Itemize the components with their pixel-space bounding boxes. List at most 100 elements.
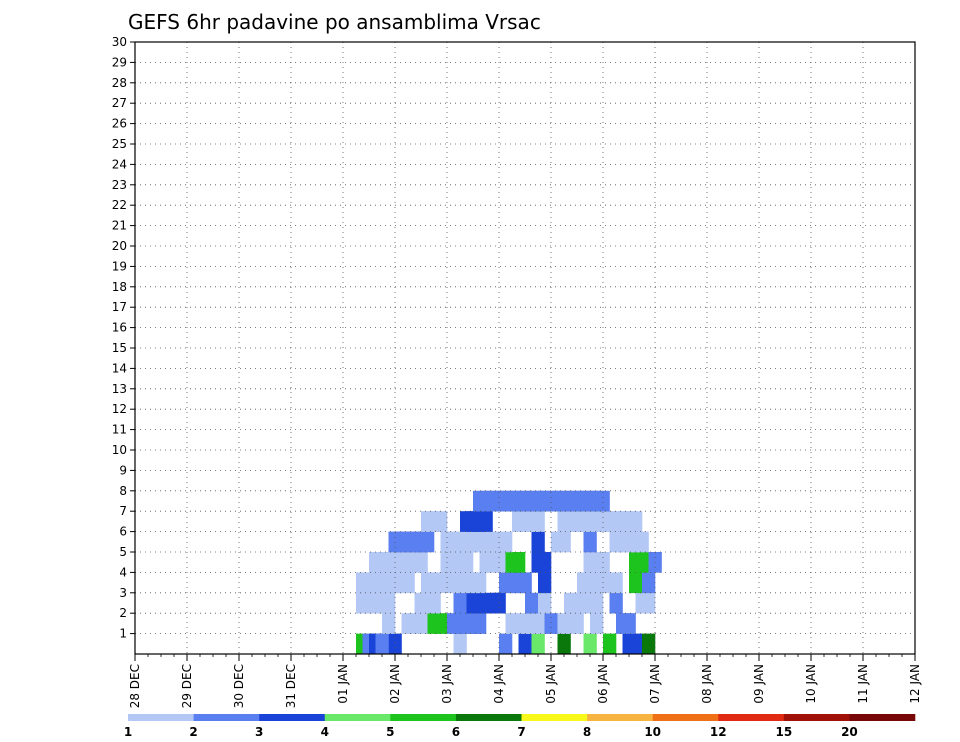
- data-cell: [447, 572, 461, 594]
- data-cell: [434, 511, 448, 532]
- data-cell: [544, 613, 558, 634]
- colorbar-swatch: [521, 714, 588, 721]
- data-cell: [518, 572, 532, 594]
- y-tick-label: 23: [112, 178, 127, 192]
- colorbar-swatch: [128, 714, 194, 721]
- x-tick-label: 03 JAN: [440, 664, 454, 704]
- x-tick-label: 12 JAN: [908, 664, 922, 704]
- data-cell: [414, 613, 428, 634]
- data-cell: [596, 490, 610, 512]
- colorbar-label: 12: [710, 725, 727, 739]
- data-cell: [479, 511, 493, 532]
- y-tick-label: 24: [112, 157, 127, 171]
- y-axis: 1234567891011121314151617181920212223242…: [112, 35, 135, 641]
- y-tick-label: 1: [119, 627, 127, 641]
- grid-lines: [135, 42, 915, 654]
- data-cell: [557, 531, 571, 553]
- y-tick-label: 20: [112, 239, 127, 253]
- data-cell: [505, 613, 519, 634]
- colorbar-label: 15: [775, 725, 792, 739]
- data-cell: [473, 572, 487, 594]
- data-cell: [622, 613, 636, 634]
- x-tick-label: 01 JAN: [336, 664, 350, 704]
- x-tick-label: 06 JAN: [596, 664, 610, 704]
- data-cell: [382, 592, 396, 614]
- y-tick-label: 12: [112, 402, 127, 416]
- y-tick-label: 29: [112, 55, 127, 69]
- data-cell: [629, 572, 643, 594]
- colorbar-label: 6: [452, 725, 460, 739]
- x-tick-label: 30 DEC: [232, 664, 246, 708]
- data-cell: [538, 552, 552, 573]
- colorbar-swatch: [193, 714, 260, 721]
- data-cell: [531, 531, 545, 553]
- data-cell: [629, 511, 643, 532]
- data-cell: [492, 592, 506, 614]
- y-tick-label: 2: [119, 606, 127, 620]
- data-cell: [583, 633, 597, 655]
- y-tick-label: 7: [119, 504, 127, 518]
- data-cell: [570, 613, 584, 634]
- y-tick-label: 26: [112, 117, 127, 131]
- data-cell: [583, 572, 597, 594]
- y-tick-label: 4: [119, 565, 127, 579]
- y-tick-label: 16: [112, 321, 127, 335]
- y-tick-label: 17: [112, 300, 127, 314]
- data-cell: [525, 592, 539, 614]
- x-tick-label: 28 DEC: [128, 664, 142, 708]
- data-cell: [518, 633, 532, 655]
- data-cell: [642, 572, 656, 594]
- data-cell: [460, 552, 474, 573]
- colorbar-label: 20: [841, 725, 858, 739]
- x-tick-label: 04 JAN: [492, 664, 506, 704]
- colorbar-label: 3: [255, 725, 263, 739]
- data-cell: [434, 613, 448, 634]
- colorbar-label: 2: [189, 725, 197, 739]
- data-cell: [531, 613, 545, 634]
- data-cell: [427, 592, 441, 614]
- y-tick-label: 10: [112, 443, 127, 457]
- y-tick-label: 5: [119, 545, 127, 559]
- data-cell: [635, 552, 649, 573]
- colorbar-swatch: [783, 714, 850, 721]
- data-cell: [590, 592, 604, 614]
- y-tick-label: 8: [119, 484, 127, 498]
- colorbar-swatch: [587, 714, 653, 721]
- chart-title: GEFS 6hr padavine po ansamblima Vrsac: [128, 10, 541, 34]
- data-cell: [499, 531, 513, 553]
- x-tick-label: 07 JAN: [648, 664, 662, 704]
- data-cell: [590, 613, 604, 634]
- data-cell: [512, 552, 526, 573]
- data-cell: [557, 633, 571, 655]
- data-cell: [401, 572, 415, 594]
- y-tick-label: 19: [112, 259, 127, 273]
- colorbar-swatch: [390, 714, 457, 721]
- data-cell: [642, 633, 656, 655]
- colorbar-label: 5: [386, 725, 394, 739]
- data-cell: [414, 552, 428, 573]
- x-tick-label: 05 JAN: [544, 664, 558, 704]
- x-tick-label: 08 JAN: [700, 664, 714, 704]
- y-tick-label: 15: [112, 341, 127, 355]
- data-cell: [486, 531, 500, 553]
- colorbar-swatch: [849, 714, 916, 721]
- colorbar-label: 1: [124, 725, 132, 739]
- y-tick-label: 9: [119, 463, 127, 477]
- y-tick-label: 22: [112, 198, 127, 212]
- x-tick-label: 09 JAN: [752, 664, 766, 704]
- data-cell: [421, 531, 435, 553]
- colorbar-swatch: [455, 714, 522, 721]
- data-cell: [499, 633, 513, 655]
- data-cell: [473, 592, 487, 614]
- colorbar-label: 10: [644, 725, 661, 739]
- data-cell: [473, 613, 487, 634]
- data-cell: [531, 511, 545, 532]
- data-cell: [609, 592, 623, 614]
- y-tick-label: 27: [112, 96, 127, 110]
- y-tick-label: 21: [112, 219, 127, 233]
- data-cell: [388, 633, 402, 655]
- y-tick-label: 25: [112, 137, 127, 151]
- data-cell: [453, 633, 467, 655]
- colorbar-legend: 1 2 3 4 5 6 7 8 10 12 15 20: [124, 714, 916, 739]
